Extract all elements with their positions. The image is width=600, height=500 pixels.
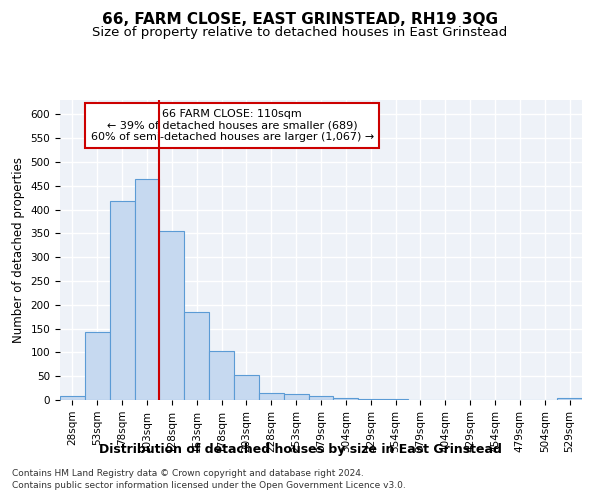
Bar: [160, 231, 184, 400]
Text: 66, FARM CLOSE, EAST GRINSTEAD, RH19 3QG: 66, FARM CLOSE, EAST GRINSTEAD, RH19 3QG: [102, 12, 498, 28]
Bar: [557, 398, 582, 400]
Text: Distribution of detached houses by size in East Grinstead: Distribution of detached houses by size …: [98, 442, 502, 456]
Bar: [184, 312, 209, 400]
Bar: [134, 178, 160, 400]
Y-axis label: Number of detached properties: Number of detached properties: [12, 157, 25, 343]
Text: 66 FARM CLOSE: 110sqm
← 39% of detached houses are smaller (689)
60% of semi-det: 66 FARM CLOSE: 110sqm ← 39% of detached …: [91, 109, 374, 142]
Bar: [308, 396, 334, 400]
Text: Contains public sector information licensed under the Open Government Licence v3: Contains public sector information licen…: [12, 481, 406, 490]
Bar: [110, 202, 134, 400]
Bar: [358, 398, 383, 400]
Bar: [334, 398, 358, 400]
Text: Size of property relative to detached houses in East Grinstead: Size of property relative to detached ho…: [92, 26, 508, 39]
Bar: [85, 332, 110, 400]
Bar: [383, 398, 408, 400]
Text: Contains HM Land Registry data © Crown copyright and database right 2024.: Contains HM Land Registry data © Crown c…: [12, 468, 364, 477]
Bar: [284, 394, 308, 400]
Bar: [259, 393, 284, 400]
Bar: [60, 396, 85, 400]
Bar: [209, 352, 234, 400]
Bar: [234, 375, 259, 400]
